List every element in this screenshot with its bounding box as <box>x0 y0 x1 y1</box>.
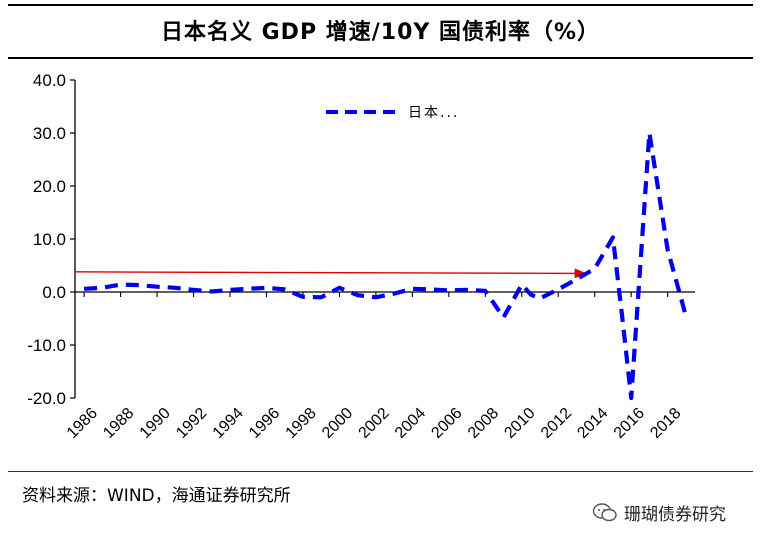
legend-label: 日本... <box>408 105 459 121</box>
watermark: 珊瑚债券研究 <box>592 500 726 525</box>
y-tick-label: 20.0 <box>33 177 66 196</box>
footer-rule <box>8 471 753 472</box>
x-tick-label: 2000 <box>319 405 356 442</box>
watermark-text: 珊瑚债券研究 <box>624 505 726 525</box>
title-rule <box>8 57 753 59</box>
x-tick-label: 2006 <box>428 405 465 442</box>
chart-title: 日本名义 GDP 增速/10Y 国债利率（%） <box>160 20 601 45</box>
x-tick-label: 2002 <box>356 405 393 442</box>
y-tick-label: 10.0 <box>33 230 66 249</box>
x-tick-label: 1996 <box>246 405 283 442</box>
x-tick-label: 2012 <box>538 405 575 442</box>
trend-arrow <box>74 268 587 279</box>
x-tick-label: 2016 <box>611 405 648 442</box>
y-tick-label: -10.0 <box>27 336 66 355</box>
y-tick-label: -20.0 <box>27 389 66 408</box>
x-tick-label: 2004 <box>392 405 429 442</box>
x-tick-label: 1992 <box>173 405 210 442</box>
top-rule <box>8 4 753 6</box>
x-tick-label: 2008 <box>465 405 502 442</box>
x-tick-label: 2010 <box>501 405 538 442</box>
x-tick-label: 1988 <box>100 405 137 442</box>
x-tick-label: 1986 <box>64 405 101 442</box>
x-tick-label: 1998 <box>283 405 320 442</box>
x-tick-label: 2018 <box>647 405 684 442</box>
chart-area: 40.030.020.010.00.0-10.0-20.0 1986 1988 19… <box>27 71 695 442</box>
x-tick-label: 1990 <box>137 405 174 442</box>
wechat-icon <box>592 502 617 521</box>
x-tick-label: 2014 <box>574 405 611 442</box>
x-tick-label: 1994 <box>210 405 247 442</box>
legend: 日本... <box>326 105 459 121</box>
y-tick-label: 30.0 <box>33 124 66 143</box>
series-line <box>83 130 688 401</box>
y-tick-label: 0.0 <box>42 283 66 302</box>
y-tick-label: 40.0 <box>33 71 66 90</box>
source-note: 资料来源：WIND，海通证券研究所 <box>22 486 291 506</box>
